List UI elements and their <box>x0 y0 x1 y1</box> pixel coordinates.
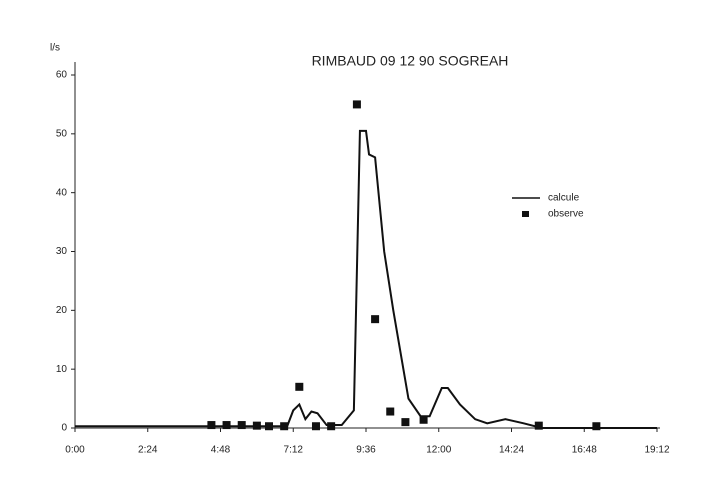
marker <box>352 100 361 109</box>
x-tick-label: 19:12 <box>644 445 669 456</box>
marker <box>386 407 395 416</box>
y-tick-label: 10 <box>56 364 68 375</box>
x-tick-label: 16:48 <box>572 445 597 456</box>
y-tick-label: 50 <box>56 128 68 139</box>
marker <box>311 422 320 431</box>
x-tick-label: 0:00 <box>65 445 85 456</box>
x-tick-label: 14:24 <box>499 445 524 456</box>
marker <box>592 422 601 431</box>
marker <box>280 422 289 431</box>
y-tick-label: 30 <box>56 246 68 257</box>
marker <box>265 422 273 431</box>
marker <box>252 421 261 430</box>
marker <box>207 421 216 430</box>
y-tick-label: 20 <box>56 305 68 316</box>
legend-marker <box>522 211 529 217</box>
y-axis-label: l/s <box>50 43 60 54</box>
marker <box>237 421 246 430</box>
x-tick-label: 7:12 <box>284 445 304 456</box>
legend-label: observe <box>548 209 584 220</box>
line <box>75 129 657 429</box>
x-tick-label: 4:48 <box>211 445 231 456</box>
legend-label: calcule <box>548 193 580 204</box>
y-tick-label: 60 <box>56 70 68 81</box>
x-tick-label: 9:36 <box>356 445 376 456</box>
x-tick-label: 2:24 <box>138 445 158 456</box>
marker <box>327 422 336 431</box>
marker <box>401 418 410 427</box>
marker <box>419 415 428 424</box>
marker <box>371 315 380 324</box>
chart-title: RIMBAUD 09 12 90 SOGREAH <box>312 53 509 69</box>
y-tick-label: 40 <box>56 187 68 198</box>
marker <box>534 421 543 430</box>
legend <box>505 185 625 227</box>
marker <box>222 421 231 430</box>
x-tick-label: 12:00 <box>426 445 451 456</box>
marker <box>295 382 304 391</box>
y-tick-label: 0 <box>61 423 67 434</box>
